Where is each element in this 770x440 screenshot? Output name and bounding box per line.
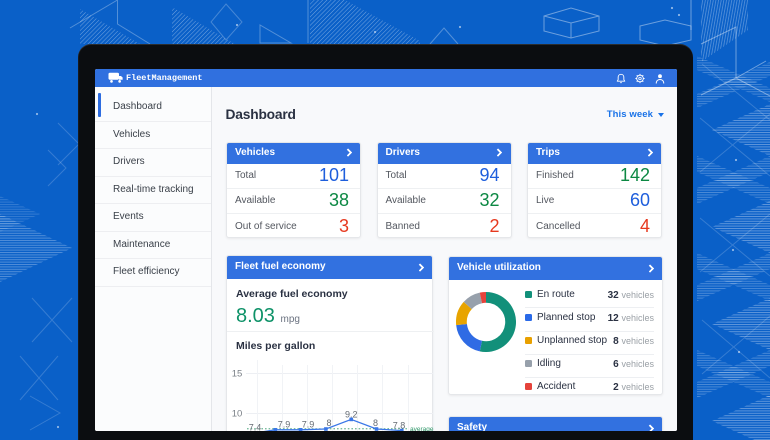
- svg-text:10: 10: [232, 409, 243, 420]
- svg-text:8: 8: [373, 418, 378, 428]
- svg-text:7.4: 7.4: [249, 423, 262, 431]
- svg-text:7.9: 7.9: [278, 420, 291, 430]
- svg-text:8: 8: [326, 418, 331, 428]
- svg-text:9.2: 9.2: [345, 409, 358, 419]
- svg-text:15: 15: [232, 369, 243, 380]
- svg-text:7.8: 7.8: [393, 421, 406, 431]
- svg-text:average: average: [410, 426, 434, 431]
- svg-text:7.9: 7.9: [302, 420, 315, 430]
